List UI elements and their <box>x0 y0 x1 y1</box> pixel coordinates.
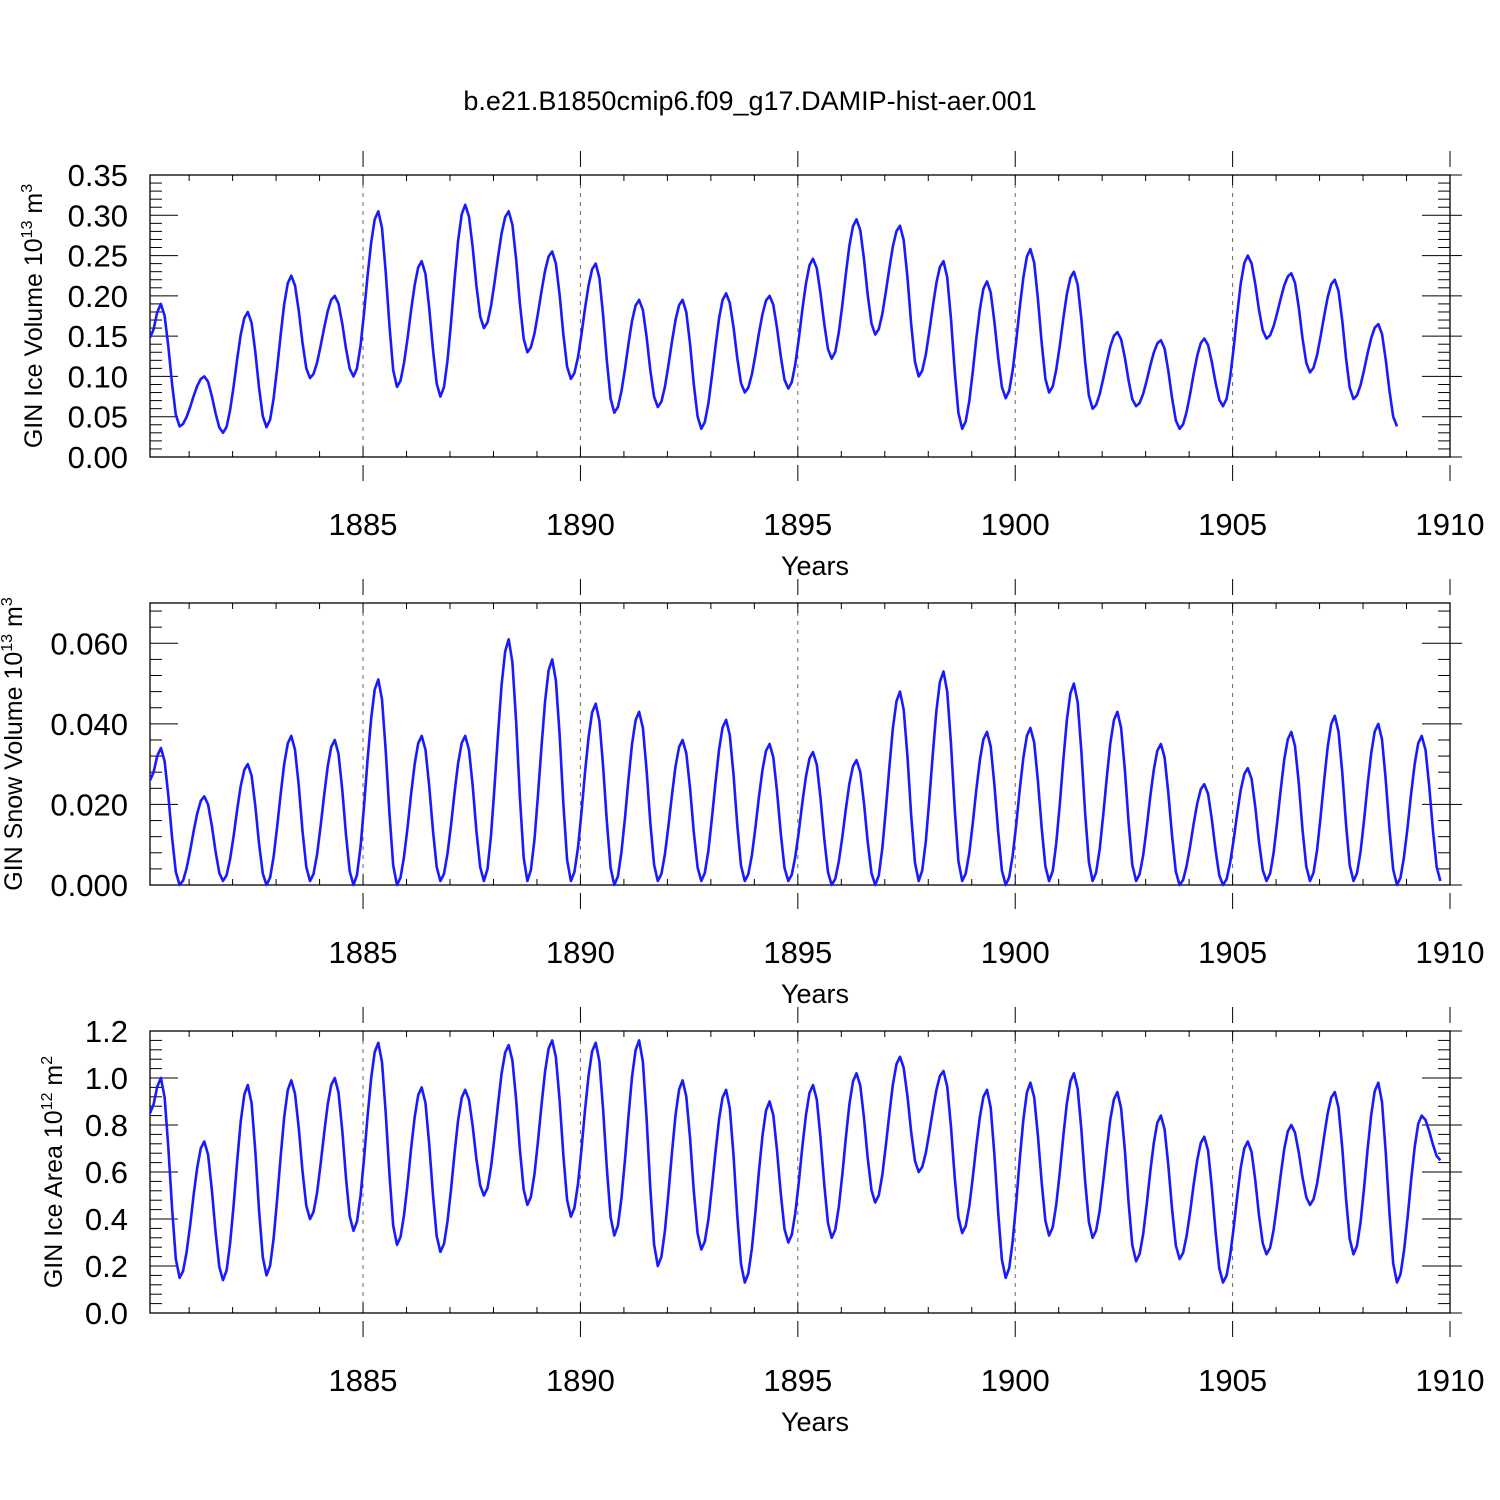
x-tick-label: 1890 <box>546 507 615 542</box>
series-line <box>148 203 1399 435</box>
x-tick-label: 1890 <box>546 935 615 970</box>
x-tick-label: 1895 <box>763 935 832 970</box>
x-tick-label: 1905 <box>1198 935 1267 970</box>
x-tick-label: 1900 <box>981 935 1050 970</box>
x-tick-label: 1885 <box>329 935 398 970</box>
figure-title: b.e21.B1850cmip6.f09_g17.DAMIP-hist-aer.… <box>463 86 1036 116</box>
x-tick-label: 1905 <box>1198 1363 1267 1398</box>
y-tick-label: 0.060 <box>50 626 128 661</box>
x-tick-label: 1900 <box>981 507 1050 542</box>
x-tick-label: 1905 <box>1198 507 1267 542</box>
y-tick-label: 0.35 <box>68 158 128 193</box>
x-tick-label: 1885 <box>329 507 398 542</box>
plot-frame <box>149 602 1451 886</box>
plot-frame <box>149 174 1451 458</box>
x-tick-label: 1885 <box>329 1363 398 1398</box>
y-tick-label: 0.6 <box>85 1155 128 1190</box>
panel-2: 1885 1890 1895 1900 1905 1910 Years 0.000 0.020 0… <box>0 579 1484 1009</box>
x-tick-label: 1910 <box>1416 935 1485 970</box>
y-tick-label: 0.040 <box>50 707 128 742</box>
panel-3: 1885 1890 1895 1900 1905 1910 Years 0.0 0.2 0.4 0.… <box>39 1007 1484 1437</box>
y-tick-label: 1.2 <box>85 1014 128 1049</box>
y-tick-label: 0.000 <box>50 868 128 903</box>
x-axis-label: Years <box>781 1407 849 1437</box>
y-tick-label: 0.05 <box>68 400 128 435</box>
x-tick-label: 1910 <box>1416 1363 1485 1398</box>
x-tick-label: 1895 <box>763 1363 832 1398</box>
y-tick-label: 0.0 <box>85 1296 128 1331</box>
x-axis-label: Years <box>781 979 849 1009</box>
y-tick-label: 0.10 <box>68 359 128 394</box>
x-tick-label: 1900 <box>981 1363 1050 1398</box>
y-tick-label: 0.2 <box>85 1249 128 1284</box>
series-line <box>148 1039 1442 1284</box>
y-tick-label: 0.8 <box>85 1108 128 1143</box>
panels: 1885 1890 1895 1900 1905 1910 Years 0.00 0.05 0.1… <box>0 151 1484 1437</box>
y-tick-label: 1.0 <box>85 1061 128 1096</box>
y-tick-label: 0.020 <box>50 787 128 822</box>
x-tick-label: 1910 <box>1416 507 1485 542</box>
y-axis-label: GIN Ice Area 1012 m2 <box>39 1056 68 1288</box>
y-tick-label: 0.20 <box>68 279 128 314</box>
y-tick-label: 0.00 <box>68 440 128 475</box>
y-tick-label: 0.25 <box>68 239 128 274</box>
x-tick-label: 1895 <box>763 507 832 542</box>
series-line <box>148 638 1442 887</box>
panel-1: 1885 1890 1895 1900 1905 1910 Years 0.00 0.05 0.1… <box>19 151 1484 581</box>
y-axis-label: GIN Snow Volume 1013 m3 <box>0 597 28 891</box>
x-tick-label: 1890 <box>546 1363 615 1398</box>
x-axis-label: Years <box>781 551 849 581</box>
y-tick-label: 0.30 <box>68 198 128 233</box>
y-tick-label: 0.15 <box>68 319 128 354</box>
y-axis-label: GIN Ice Volume 1013 m3 <box>19 184 48 448</box>
y-tick-label: 0.4 <box>85 1202 128 1237</box>
